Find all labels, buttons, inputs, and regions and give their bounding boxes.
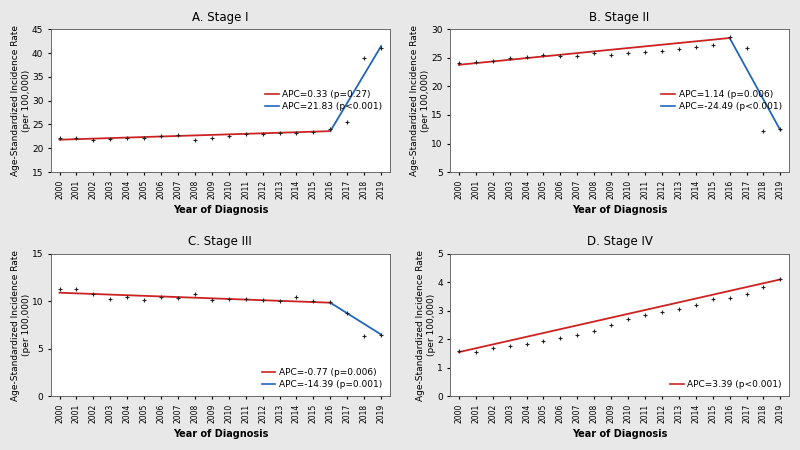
Point xyxy=(605,321,618,328)
Point xyxy=(486,58,499,65)
Point xyxy=(470,348,482,356)
Legend: APC=-0.77 (p=0.006), APC=-14.39 (p=0.001): APC=-0.77 (p=0.006), APC=-14.39 (p=0.001… xyxy=(259,366,385,392)
Point xyxy=(171,131,184,139)
Point xyxy=(206,135,218,142)
Legend: APC=1.14 (p=0.006), APC=-24.49 (p<0.001): APC=1.14 (p=0.006), APC=-24.49 (p<0.001) xyxy=(658,88,784,114)
Point xyxy=(757,283,770,290)
Point xyxy=(588,50,601,57)
Point xyxy=(358,54,370,62)
Point xyxy=(273,130,286,137)
Point xyxy=(503,54,516,62)
Title: A. Stage I: A. Stage I xyxy=(192,11,249,24)
Point xyxy=(374,45,387,52)
Point xyxy=(690,43,702,50)
Point xyxy=(239,130,252,137)
Point xyxy=(453,347,466,354)
Point xyxy=(104,135,117,143)
Y-axis label: Age-Standardized Incidence Rate
(per 100,000): Age-Standardized Incidence Rate (per 100… xyxy=(11,25,30,176)
Point xyxy=(104,296,117,303)
Point xyxy=(222,133,235,140)
Y-axis label: Age-Standardized Incidence Rate
(per 100,000): Age-Standardized Incidence Rate (per 100… xyxy=(410,25,430,176)
X-axis label: Year of Diagnosis: Year of Diagnosis xyxy=(173,205,268,215)
Point xyxy=(520,53,533,60)
Point xyxy=(690,302,702,309)
Point xyxy=(571,331,584,338)
Point xyxy=(453,59,466,67)
Point xyxy=(638,48,651,55)
Point xyxy=(256,131,269,138)
Point xyxy=(358,333,370,340)
Point xyxy=(121,135,134,142)
Point xyxy=(673,46,686,53)
Point xyxy=(121,293,134,300)
Point xyxy=(554,53,566,60)
Point xyxy=(605,51,618,59)
Point xyxy=(307,128,320,135)
Point xyxy=(273,297,286,305)
Point xyxy=(154,133,167,140)
Point xyxy=(740,44,753,51)
Point xyxy=(723,294,736,302)
Point xyxy=(554,334,566,342)
Point xyxy=(222,296,235,303)
Point xyxy=(70,134,83,141)
Title: D. Stage IV: D. Stage IV xyxy=(586,235,653,248)
Point xyxy=(87,136,100,143)
Point xyxy=(757,127,770,135)
X-axis label: Year of Diagnosis: Year of Diagnosis xyxy=(572,429,667,439)
Point xyxy=(154,294,167,301)
Point xyxy=(486,344,499,351)
X-axis label: Year of Diagnosis: Year of Diagnosis xyxy=(173,429,268,439)
Point xyxy=(503,343,516,350)
Point xyxy=(341,309,354,316)
Point xyxy=(87,290,100,297)
Title: C. Stage III: C. Stage III xyxy=(189,235,252,248)
Point xyxy=(774,276,787,283)
Point xyxy=(706,296,719,303)
Point xyxy=(571,52,584,59)
Point xyxy=(470,58,482,66)
Point xyxy=(520,340,533,347)
Point xyxy=(774,126,787,133)
Y-axis label: Age-Standardized Incidence Rate
(per 100,000): Age-Standardized Incidence Rate (per 100… xyxy=(11,250,30,400)
Point xyxy=(138,134,150,141)
Point xyxy=(171,295,184,302)
Point xyxy=(706,41,719,49)
Point xyxy=(740,290,753,297)
Point xyxy=(537,51,550,59)
Point xyxy=(673,306,686,313)
Point xyxy=(53,135,66,142)
Point xyxy=(341,118,354,126)
Point xyxy=(324,126,337,133)
Point xyxy=(307,297,320,305)
Point xyxy=(138,297,150,304)
Point xyxy=(537,337,550,344)
Point xyxy=(239,296,252,303)
Point xyxy=(655,309,668,316)
Point xyxy=(189,290,202,297)
Legend: APC=0.33 (p=0.27), APC=21.83 (p<0.001): APC=0.33 (p=0.27), APC=21.83 (p<0.001) xyxy=(262,88,385,114)
Point xyxy=(290,129,303,136)
Y-axis label: Age-Standardized Incidence Rate
(per 100,000): Age-Standardized Incidence Rate (per 100… xyxy=(416,250,435,400)
Point xyxy=(588,327,601,334)
Point xyxy=(290,293,303,300)
Point xyxy=(206,297,218,304)
Legend: APC=3.39 (p<0.001): APC=3.39 (p<0.001) xyxy=(667,378,784,392)
Point xyxy=(622,316,634,323)
Point xyxy=(622,50,634,57)
Point xyxy=(70,285,83,292)
Point xyxy=(189,136,202,144)
Point xyxy=(256,297,269,304)
Point xyxy=(324,299,337,306)
Point xyxy=(723,33,736,40)
X-axis label: Year of Diagnosis: Year of Diagnosis xyxy=(572,205,667,215)
Point xyxy=(655,47,668,54)
Point xyxy=(53,285,66,292)
Title: B. Stage II: B. Stage II xyxy=(590,11,650,24)
Point xyxy=(638,311,651,319)
Point xyxy=(374,331,387,338)
